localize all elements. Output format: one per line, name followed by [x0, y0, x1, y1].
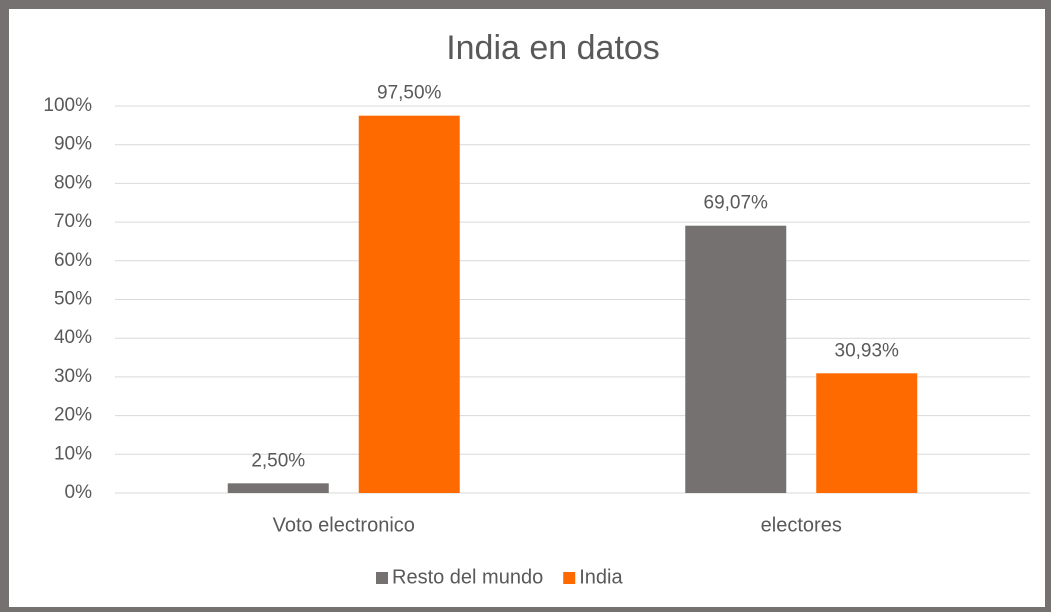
chart-area [9, 9, 1045, 607]
x-tick-label: electores [761, 514, 842, 536]
y-tick-label: 50% [54, 289, 92, 310]
bar [227, 483, 329, 493]
legend-swatch [376, 572, 388, 584]
y-tick-label: 100% [43, 95, 92, 116]
y-tick-label: 40% [54, 327, 92, 348]
y-tick-label: 20% [54, 405, 92, 426]
data-label: 2,50% [251, 450, 305, 471]
y-tick-label: 90% [54, 134, 92, 155]
legend-label: India [579, 566, 623, 588]
y-tick-label: 30% [54, 366, 92, 387]
data-label: 69,07% [704, 193, 769, 214]
y-tick-label: 0% [65, 482, 93, 503]
y-tick-label: 10% [54, 443, 92, 464]
bar [685, 225, 787, 493]
legend-label: Resto del mundo [392, 566, 543, 588]
legend-swatch [563, 572, 576, 584]
bar [358, 115, 460, 494]
x-tick-label: Voto electronico [273, 514, 415, 536]
y-tick-label: 70% [54, 211, 92, 232]
chart-title: India en datos [446, 29, 660, 67]
y-tick-label: 80% [54, 172, 92, 193]
data-label: 30,93% [835, 340, 900, 361]
data-label: 97,50% [377, 83, 442, 104]
y-tick-label: 60% [54, 250, 92, 271]
bar [816, 373, 918, 493]
